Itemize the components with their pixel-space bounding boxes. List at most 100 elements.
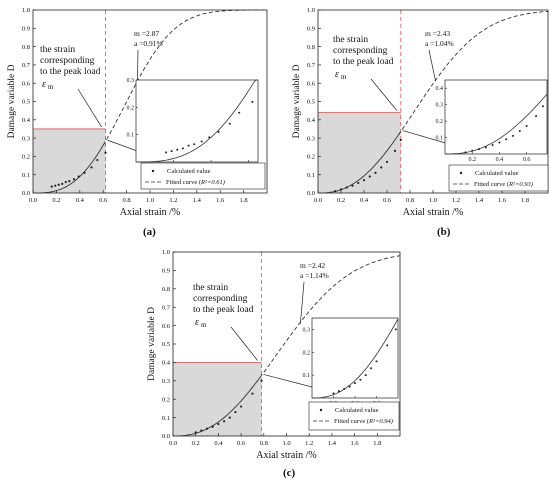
annotation-line: corresponding: [40, 56, 95, 66]
peak-region-fill: [318, 112, 401, 193]
epsilon-subscript: m: [341, 73, 347, 81]
inset-calculated-point: [541, 105, 544, 108]
inset-x-tick-label: 0.6: [523, 157, 531, 163]
epsilon-subscript: m: [48, 83, 54, 91]
x-tick-label: 1.2: [169, 197, 177, 204]
y-tick-label: 0.0: [22, 190, 30, 197]
inset-frame: [311, 317, 399, 399]
y-axis-label: Damage variable D: [7, 64, 17, 138]
inset-calculated-point: [370, 367, 373, 370]
x-tick-label: 1.8: [373, 440, 381, 447]
inset-calculated-point: [187, 144, 190, 147]
calculated-point: [374, 171, 377, 174]
calculated-point: [222, 420, 226, 423]
a-parameter-label: a =1.04%: [425, 39, 454, 48]
x-tick-label: 1.0: [282, 440, 290, 447]
peak-region-fill: [33, 128, 106, 193]
y-tick-label: 0.9: [22, 26, 30, 33]
x-tick-label: 0.6: [237, 440, 246, 447]
annotation-line: corresponding: [193, 294, 248, 304]
chart-panel-2: 0.0 0.2 0.4 0.6 0.8 1.0 1.2 1.4 1.6 1.8 0.0 0.1 0.2 0…: [292, 7, 549, 238]
x-tick-label: 1.4: [328, 440, 337, 447]
inset-calculated-point: [200, 140, 203, 143]
inset-calculated-point: [386, 344, 389, 347]
inset-arrow: [107, 139, 141, 153]
inset-arrow: [263, 374, 317, 389]
inset-calculated-point: [165, 151, 168, 154]
inset-y-tick-label: 0.3: [127, 78, 135, 84]
inset-calculated-point: [348, 385, 351, 388]
calculated-point: [380, 166, 383, 169]
calculated-point: [72, 178, 76, 181]
calculated-point: [64, 180, 67, 184]
annotation-line: to the peak load: [40, 67, 101, 77]
inset-fitted-curve: [445, 93, 548, 155]
legend-fit-r2: R²=0.61): [200, 179, 225, 186]
calculated-point: [194, 431, 197, 434]
inset-y-tick-label: 0.2: [127, 105, 135, 111]
legend-fit-label: Fitted curve (R²=0.93): [474, 181, 533, 188]
panel-label: (a): [143, 226, 156, 238]
x-tick-label: 0.8: [406, 197, 414, 204]
y-tick-label: 0.4: [22, 117, 31, 124]
inset-y-tick-label: 0.1: [127, 133, 135, 139]
inset-calculated-point: [181, 147, 184, 150]
legend-fit-r2: R²=0.94): [368, 418, 393, 425]
y-tick-label: 0.1: [162, 415, 170, 422]
inset-calculated-point: [337, 390, 340, 393]
y-tick-label: 0.4: [307, 117, 316, 124]
peak-arrow: [230, 326, 258, 361]
inset-calculated-point: [364, 374, 367, 377]
inset-calculated-point: [251, 100, 254, 103]
calculated-point: [385, 160, 389, 163]
peak-arrow: [77, 88, 102, 128]
inset-calculated-point: [498, 141, 501, 144]
chart-panel-1: 0.0 0.2 0.4 0.6 0.8 1.0 1.2 1.4 1.6 1.8 0.0 0.1 0.2 0…: [7, 7, 268, 238]
calculated-point: [251, 392, 254, 395]
epsilon-symbol: ε: [195, 317, 199, 328]
calculated-point: [399, 138, 402, 142]
inset-y-tick-label: 0.2: [303, 350, 311, 356]
x-tick-label: 1.6: [216, 197, 225, 204]
calculated-point: [54, 184, 57, 187]
x-tick-label: 0.2: [337, 197, 345, 204]
x-tick-label: 0.8: [123, 197, 131, 204]
y-tick-label: 0.2: [307, 154, 315, 161]
fitted-curve-dashed: [102, 9, 267, 146]
annotation-line: to the peak load: [193, 305, 254, 315]
x-tick-label: 0.2: [192, 440, 200, 447]
y-tick-label: 1.0: [22, 7, 30, 14]
x-tick-label: 1.2: [452, 197, 460, 204]
inset-calculated-point: [332, 392, 335, 395]
epsilon-symbol: ε: [335, 69, 339, 80]
inset-calculated-point: [394, 328, 397, 331]
epsilon-symbol: ε: [42, 79, 46, 90]
y-tick-label: 0.8: [22, 44, 30, 51]
inset-calculated-point: [354, 382, 356, 385]
inset-frame: [444, 79, 548, 155]
x-tick-label: 0.6: [99, 197, 108, 204]
y-tick-label: 0.5: [22, 99, 30, 106]
legend-calc-label: Calculated value: [475, 170, 519, 177]
inset-calculated-point: [491, 143, 494, 146]
calculated-point: [357, 181, 360, 185]
inset-y-tick-label: 0.1: [436, 136, 444, 142]
calculated-point: [228, 416, 231, 419]
inset-calculated-point: [464, 151, 467, 154]
inset-calculated-point: [478, 148, 480, 151]
legend-fit-prefix: Fitted curve (: [334, 418, 369, 425]
y-tick-label: 0.3: [22, 135, 30, 142]
calculated-point: [50, 185, 53, 188]
legend-fit-label: Fitted curve (R²=0.61): [166, 179, 225, 186]
y-axis-label: Damage variable D: [292, 64, 302, 138]
legend-fit-label: Fitted curve (R²=0.94): [334, 418, 393, 425]
peak-arrow: [370, 78, 398, 111]
calculated-point: [200, 429, 203, 432]
legend-calc-label: Calculated value: [335, 407, 379, 414]
x-tick-label: 1.8: [240, 197, 248, 204]
x-tick-label: 1.2: [305, 440, 313, 447]
fitted-curve-solid: [318, 131, 401, 194]
x-tick-label: 0.0: [29, 197, 37, 204]
calculated-point: [104, 151, 107, 154]
inset-calculated-point: [208, 136, 211, 139]
